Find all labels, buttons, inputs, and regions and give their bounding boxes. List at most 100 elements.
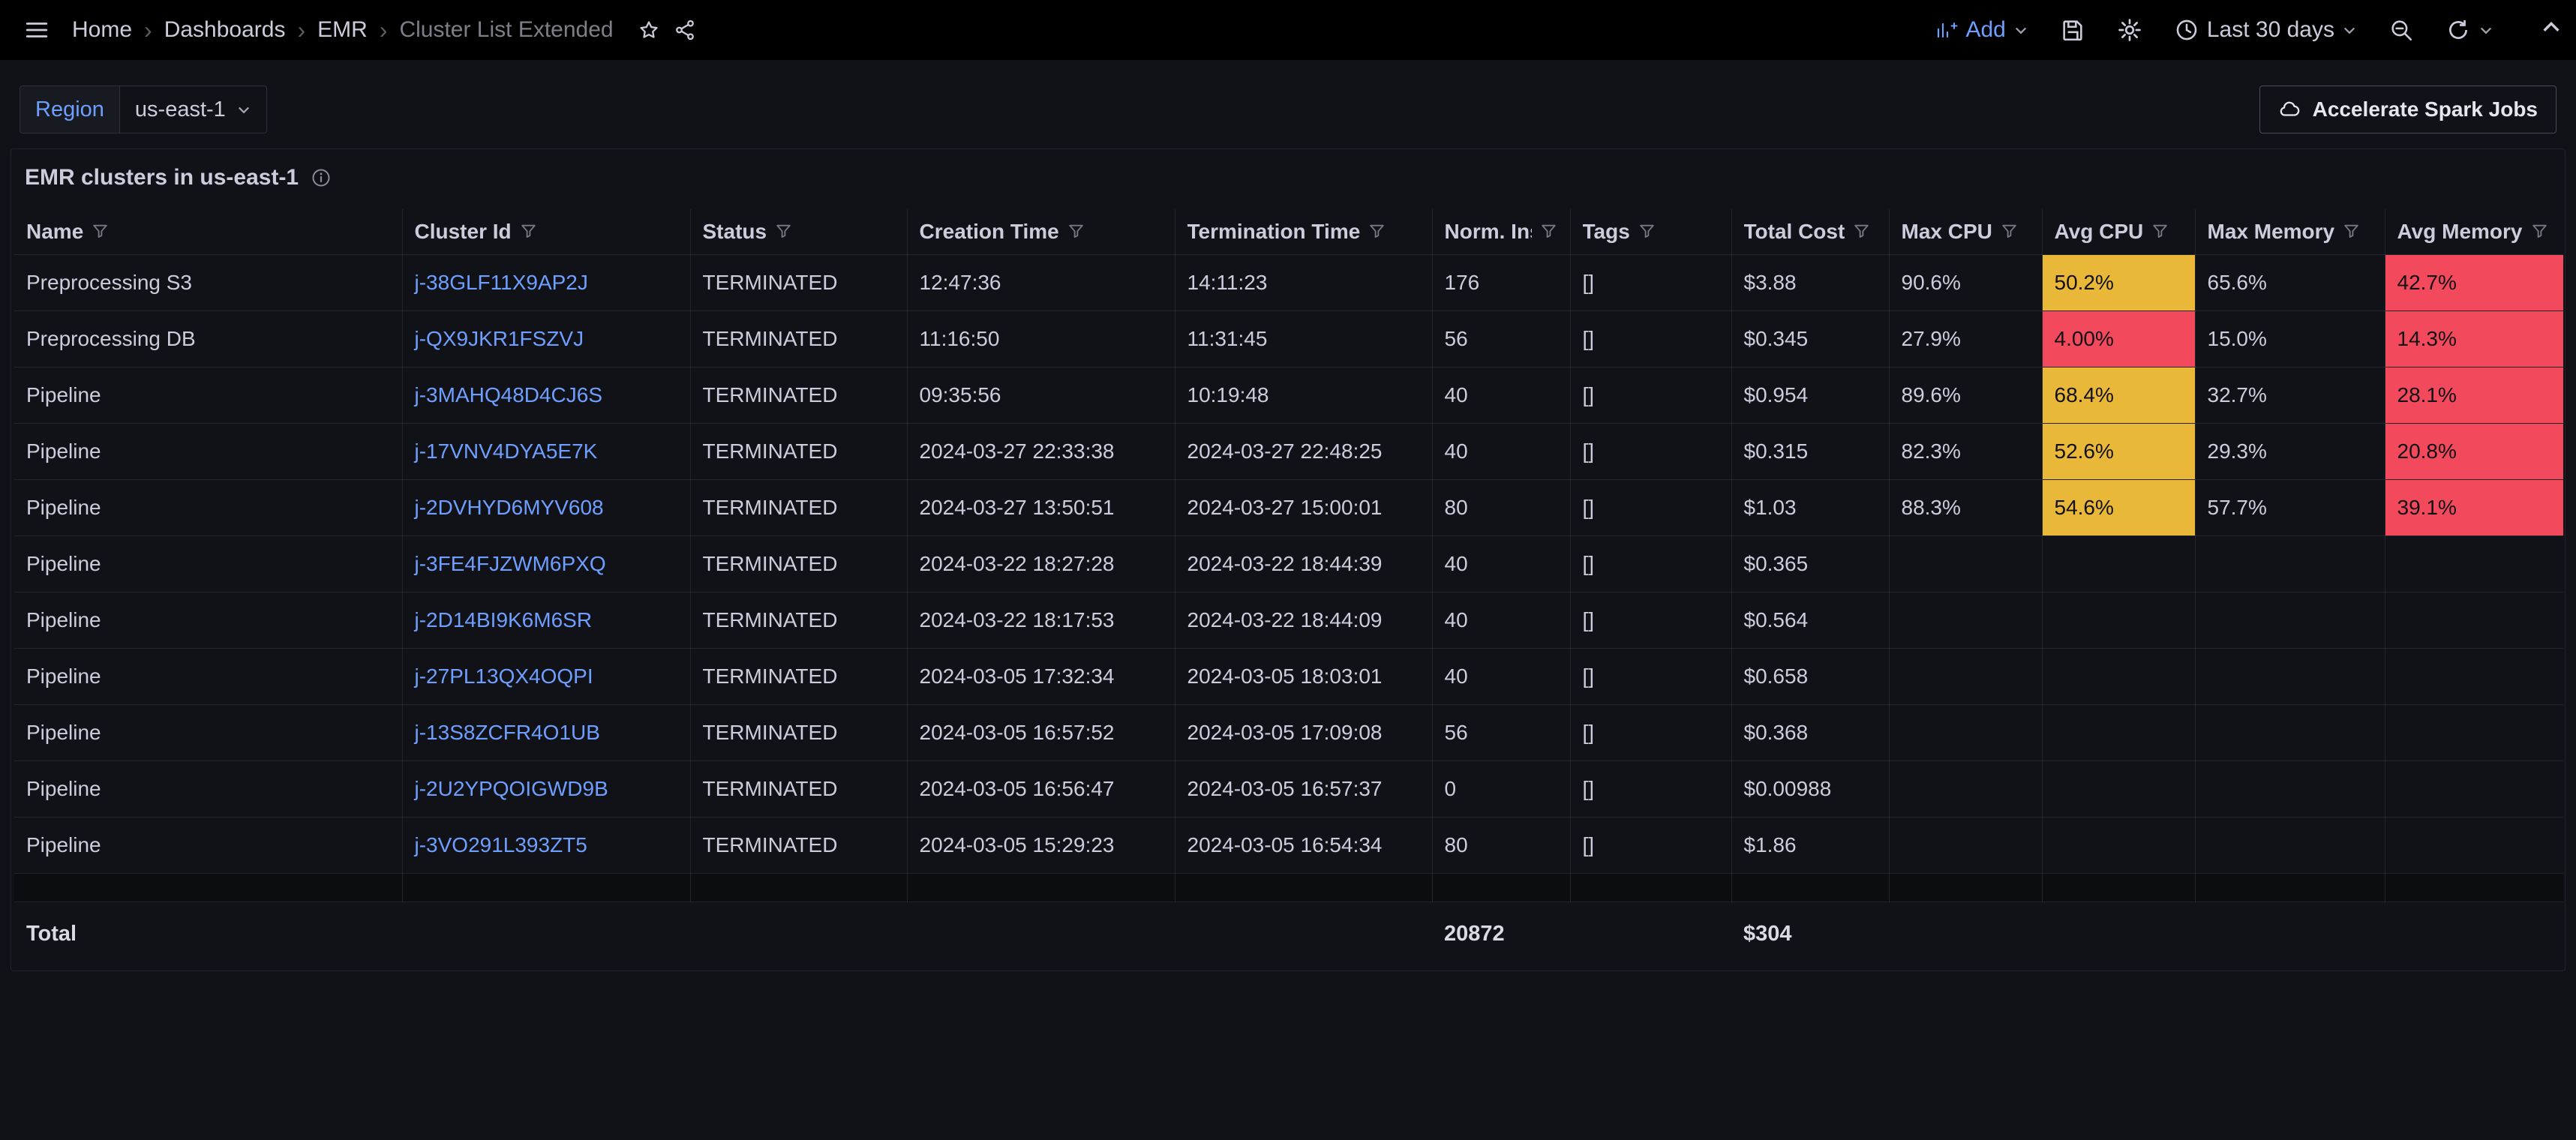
table-body: Preprocessing S3 j-38GLF11X9AP2J TERMINATE… (14, 254, 2563, 874)
cell-status: TERMINATED (689, 816, 908, 874)
cell-avg-cpu: 52.6% (2041, 422, 2196, 480)
column-header[interactable]: Max CPU (1888, 209, 2043, 255)
column-header[interactable]: Cluster Id (401, 209, 691, 255)
cell-total-cost: $0.00988 (1731, 760, 1890, 818)
cell-max-memory: 29.3% (2194, 422, 2385, 480)
cell-max-memory: 65.6% (2194, 254, 2385, 311)
region-variable-value: us-east-1 (134, 97, 226, 122)
cell-cluster-id: j-27PL13QX4OQPI (401, 647, 691, 705)
column-header[interactable]: Avg CPU (2041, 209, 2196, 255)
cell-norm-instance-hours: 56 (1431, 310, 1571, 368)
cell-norm-instance-hours: 40 (1431, 591, 1571, 649)
cluster-id-link[interactable]: j-3MAHQ48D4CJ6S (414, 382, 603, 406)
chevron-down-icon (2480, 27, 2492, 34)
cluster-id-link[interactable]: j-13S8ZCFR4O1UB (414, 720, 600, 744)
column-header[interactable]: Max Memory (2194, 209, 2385, 255)
cell-avg-memory (2384, 816, 2563, 874)
total-row: Total 20872 $304 (14, 902, 2563, 966)
cluster-id-link[interactable]: j-QX9JKR1FSZVJ (414, 326, 584, 350)
filter-icon[interactable] (1852, 222, 1871, 241)
cluster-id-link[interactable]: j-17VNV4DYA5E7K (414, 439, 598, 463)
cell-tags: [] (1569, 366, 1732, 424)
filter-icon[interactable] (2342, 222, 2361, 241)
cell-total-cost: $3.88 (1731, 254, 1890, 311)
zoom-out-time-button[interactable] (2384, 13, 2418, 47)
cluster-id-link[interactable]: j-3FE4FJZWM6PXQ (414, 551, 606, 575)
cell-name: Pipeline (14, 478, 403, 536)
column-header[interactable]: Termination Time (1174, 209, 1433, 255)
cell-max-memory (2194, 760, 2385, 818)
filter-icon[interactable] (2530, 222, 2549, 241)
scroll-to-top-button[interactable] (2537, 14, 2565, 42)
filter-icon[interactable] (519, 222, 538, 241)
cell-cluster-id: j-3FE4FJZWM6PXQ (401, 535, 691, 592)
cluster-id-link[interactable]: j-2DVHYD6MYV608 (414, 495, 604, 519)
cell-avg-cpu (2041, 816, 2196, 874)
column-header[interactable]: Tags (1569, 209, 1732, 255)
cell-tags: [] (1569, 535, 1732, 592)
cell-avg-memory: 42.7% (2384, 254, 2563, 311)
accelerate-spark-jobs-button[interactable]: Accelerate Spark Jobs (2259, 86, 2556, 134)
column-label: Status (702, 219, 767, 243)
column-label: Avg Memory (2397, 219, 2523, 243)
column-header[interactable]: Name (14, 209, 403, 255)
cluster-id-link[interactable]: j-3VO291L393ZT5 (414, 832, 587, 856)
filter-icon[interactable] (1067, 222, 1085, 241)
cell-avg-memory: 28.1% (2384, 366, 2563, 424)
cell-status: TERMINATED (689, 704, 908, 761)
cell-tags: [] (1569, 816, 1732, 874)
breadcrumb-emr[interactable]: EMR (317, 17, 368, 42)
cell-max-memory (2194, 816, 2385, 874)
cell-total-cost: $0.368 (1731, 704, 1890, 761)
cell-termination-time: 10:19:48 (1174, 366, 1433, 424)
column-header[interactable]: Norm. Instance Hours (1431, 209, 1571, 255)
column-header[interactable]: Total Cost (1731, 209, 1890, 255)
table-row: Preprocessing S3 j-38GLF11X9AP2J TERMINATE… (14, 254, 2563, 311)
filter-icon[interactable] (1539, 222, 1558, 241)
cluster-id-link[interactable]: j-27PL13QX4OQPI (414, 664, 593, 688)
refresh-button[interactable] (2441, 13, 2498, 47)
favorite-star-button[interactable] (633, 14, 665, 46)
cell-status: TERMINATED (689, 254, 908, 311)
cell-creation-time: 11:16:50 (906, 310, 1175, 368)
dashboard-settings-button[interactable] (2112, 13, 2147, 47)
breadcrumb-separator: › (297, 16, 306, 44)
star-icon (639, 21, 658, 38)
column-label: Total Cost (1743, 219, 1845, 243)
filter-icon[interactable] (2000, 222, 2019, 241)
share-button[interactable] (669, 14, 701, 46)
filter-icon[interactable] (1638, 222, 1656, 241)
menu-toggle-button[interactable] (20, 13, 54, 47)
filter-icon[interactable] (1368, 222, 1386, 241)
column-label: Max Memory (2207, 219, 2335, 243)
column-header[interactable]: Creation Time (906, 209, 1175, 255)
cluster-id-link[interactable]: j-2D14BI9K6M6SR (414, 608, 593, 632)
breadcrumb-home[interactable]: Home (72, 17, 133, 42)
filter-icon[interactable] (91, 222, 110, 241)
cell-avg-memory (2384, 647, 2563, 705)
column-header[interactable]: Avg Memory (2384, 209, 2563, 255)
cell-creation-time: 2024-03-22 18:27:28 (906, 535, 1175, 592)
panel-title[interactable]: EMR clusters in us-east-1 (25, 165, 299, 190)
cell-status: TERMINATED (689, 535, 908, 592)
cluster-id-link[interactable]: j-38GLF11X9AP2J (414, 270, 588, 294)
cell-status: TERMINATED (689, 647, 908, 705)
cluster-id-link[interactable]: j-2U2YPQOIGWD9B (414, 776, 608, 800)
panel-info-button[interactable] (311, 167, 332, 188)
filter-icon[interactable] (774, 222, 793, 241)
cell-status: TERMINATED (689, 760, 908, 818)
region-variable-select[interactable]: us-east-1 (119, 86, 267, 134)
cell-name: Pipeline (14, 647, 403, 705)
cell-name: Pipeline (14, 816, 403, 874)
cell-norm-instance-hours: 56 (1431, 704, 1571, 761)
cloud-icon (2280, 101, 2299, 116)
column-header[interactable]: Status (689, 209, 908, 255)
cell-avg-memory (2384, 760, 2563, 818)
time-range-picker[interactable]: Last 30 days (2169, 13, 2361, 47)
save-dashboard-button[interactable] (2055, 13, 2090, 47)
add-panel-button[interactable]: Add (1931, 13, 2032, 47)
cell-max-cpu (1888, 591, 2043, 649)
table-row: Pipeline j-2DVHYD6MYV608 TERMINATED 2024-03… (14, 478, 2563, 536)
filter-icon[interactable] (2151, 222, 2169, 241)
breadcrumb-dashboards[interactable]: Dashboards (164, 17, 286, 42)
